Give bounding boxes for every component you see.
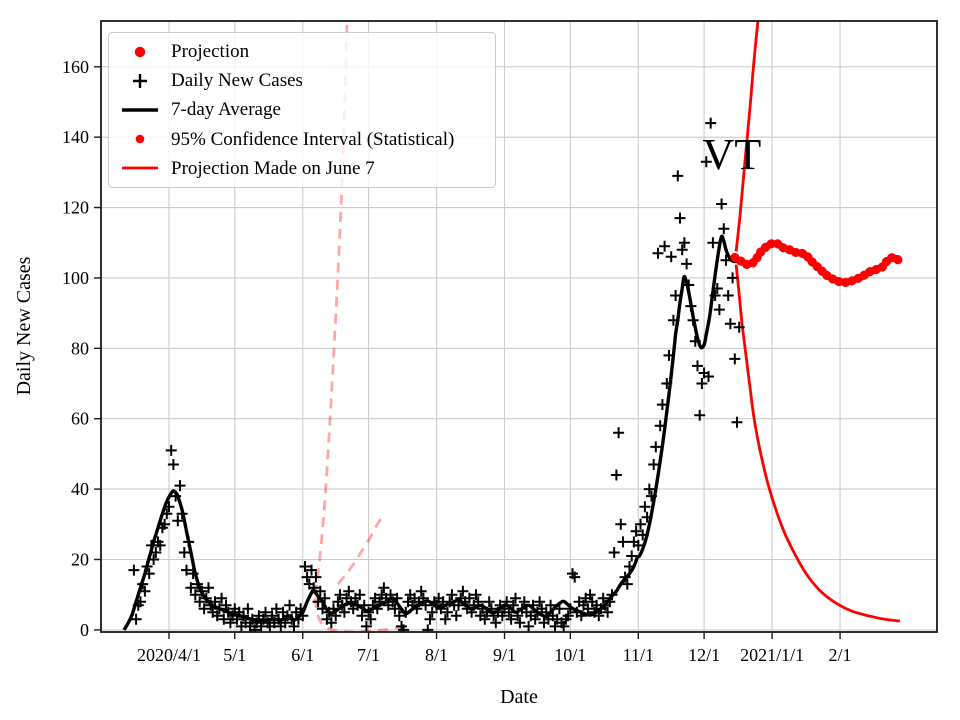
y-tick-label: 100 bbox=[62, 268, 89, 288]
black-line-icon bbox=[109, 106, 171, 114]
y-tick-label: 20 bbox=[71, 549, 89, 569]
plus-marker-icon bbox=[109, 72, 171, 90]
y-tick-label: 160 bbox=[62, 57, 89, 77]
june7-projection-rise bbox=[734, 21, 760, 252]
x-axis-title: Date bbox=[500, 686, 538, 708]
legend-label: Projection bbox=[171, 41, 250, 63]
projection-dots bbox=[730, 238, 904, 287]
x-tick-label: 2021/1/1 bbox=[740, 645, 804, 665]
x-tick-label: 2020/4/1 bbox=[137, 645, 201, 665]
legend-item-daily-new-cases: Daily New Cases bbox=[109, 66, 495, 95]
y-tick-label: 120 bbox=[62, 198, 89, 218]
x-tick-label: 7/1 bbox=[357, 645, 380, 665]
x-tick-label: 5/1 bbox=[223, 645, 246, 665]
y-tick-label: 40 bbox=[71, 479, 89, 499]
x-tick-label: 6/1 bbox=[291, 645, 314, 665]
x-tick-label: 9/1 bbox=[493, 645, 516, 665]
y-tick-label: 80 bbox=[71, 338, 89, 358]
june7-projection-fall bbox=[734, 264, 901, 623]
legend-item-june7-projection: Projection Made on June 7 bbox=[109, 154, 495, 183]
state-annotation: VT bbox=[703, 130, 762, 179]
y-tick-label: 140 bbox=[62, 127, 89, 147]
ci-dot-icon bbox=[109, 131, 171, 147]
red-line-icon bbox=[109, 164, 171, 172]
projection-dot-icon bbox=[109, 44, 171, 60]
legend-label: 7-day Average bbox=[171, 99, 281, 121]
x-tick-label: 11/1 bbox=[623, 645, 654, 665]
june7-ci-mid bbox=[336, 512, 387, 585]
axes: 0 20 40 60 80 100 120 140 160 2020/4/1 5/1 6/1 7/1 8/… bbox=[62, 20, 938, 665]
y-tick-label: 60 bbox=[71, 409, 89, 429]
x-tick-label: 2/1 bbox=[829, 645, 852, 665]
data-series bbox=[122, 21, 904, 632]
legend-label: 95% Confidence Interval (Statistical) bbox=[171, 128, 455, 150]
legend-item-7day-average: 7-day Average bbox=[109, 95, 495, 124]
legend-item-confidence-interval: 95% Confidence Interval (Statistical) bbox=[109, 125, 495, 154]
legend: Projection Daily New Cases 7-day Average… bbox=[108, 32, 496, 188]
legend-label: Daily New Cases bbox=[171, 70, 303, 92]
y-tick-label: 0 bbox=[80, 620, 89, 640]
x-tick-label: 8/1 bbox=[425, 645, 448, 665]
avg7 bbox=[122, 234, 738, 631]
legend-label: Projection Made on June 7 bbox=[171, 157, 375, 179]
y-axis-title: Daily New Cases bbox=[13, 256, 35, 395]
june7-ci-lower bbox=[313, 597, 409, 632]
legend-item-projection: Projection bbox=[109, 37, 495, 66]
x-tick-label: 10/1 bbox=[554, 645, 586, 665]
x-tick-label: 12/1 bbox=[688, 645, 720, 665]
